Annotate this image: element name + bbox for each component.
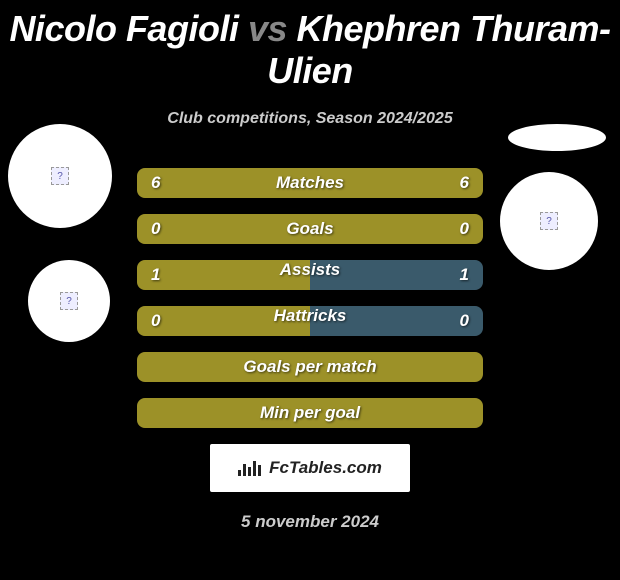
stat-label: Assists	[280, 260, 340, 280]
player2-name: Khephren Thuram-Ulien	[267, 8, 610, 91]
stat-left-value: 6	[151, 173, 160, 193]
broken-image-icon: ?	[60, 292, 78, 310]
stat-right-value: 0	[460, 311, 469, 331]
attribution-badge: FcTables.com	[210, 444, 410, 492]
broken-image-icon: ?	[51, 167, 69, 185]
stat-right-value: 6	[460, 173, 469, 193]
vs-text: vs	[248, 8, 287, 49]
stat-label: Hattricks	[274, 306, 347, 326]
player1-avatar-small: ?	[28, 260, 110, 342]
stat-row-hattricks: 0 Hattricks 0	[137, 306, 483, 336]
stat-row-goals: 0 Goals 0	[137, 214, 483, 244]
subtitle: Club competitions, Season 2024/2025	[0, 110, 620, 128]
stat-label: Min per goal	[260, 403, 360, 423]
stat-left-value: 0	[151, 311, 160, 331]
stat-right-value: 1	[460, 265, 469, 285]
stat-row-matches: 6 Matches 6	[137, 168, 483, 198]
stat-row-assists: 1 Assists 1	[137, 260, 483, 290]
player1-avatar-large: ?	[8, 124, 112, 228]
stat-row-goals-per-match: Goals per match	[137, 352, 483, 382]
stats-container: 6 Matches 6 0 Goals 0 1 Assists 1 0 Hatt…	[137, 168, 483, 428]
bars-icon	[238, 461, 261, 476]
stat-left-value: 1	[151, 265, 160, 285]
comparison-title: Nicolo Fagioli vs Khephren Thuram-Ulien	[0, 0, 620, 92]
date-text: 5 november 2024	[0, 512, 620, 532]
stat-left-value: 0	[151, 219, 160, 239]
stat-label: Goals per match	[243, 357, 376, 377]
player2-avatar-large: ?	[500, 172, 598, 270]
attribution-text: FcTables.com	[269, 458, 382, 478]
stat-label: Goals	[286, 219, 333, 239]
stat-row-min-per-goal: Min per goal	[137, 398, 483, 428]
stat-label: Matches	[276, 173, 344, 193]
player2-avatar-ellipse	[508, 124, 606, 151]
stat-right-value: 0	[460, 219, 469, 239]
broken-image-icon: ?	[540, 212, 558, 230]
player1-name: Nicolo Fagioli	[9, 8, 238, 49]
